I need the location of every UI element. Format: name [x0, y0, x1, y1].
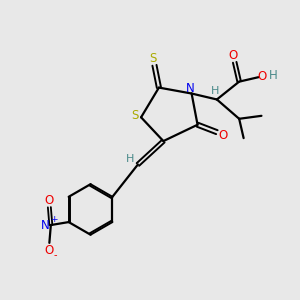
Text: N: N [41, 218, 50, 232]
Text: +: + [50, 214, 58, 224]
Text: N: N [186, 82, 194, 95]
Text: O: O [44, 244, 53, 257]
Text: H: H [125, 154, 134, 164]
Text: -: - [54, 250, 57, 260]
Text: O: O [45, 194, 54, 207]
Text: S: S [131, 109, 138, 122]
Text: H: H [211, 86, 220, 96]
Text: O: O [218, 129, 227, 142]
Text: O: O [229, 49, 238, 62]
Text: S: S [149, 52, 157, 65]
Text: H: H [269, 69, 278, 82]
Text: O: O [257, 70, 267, 83]
